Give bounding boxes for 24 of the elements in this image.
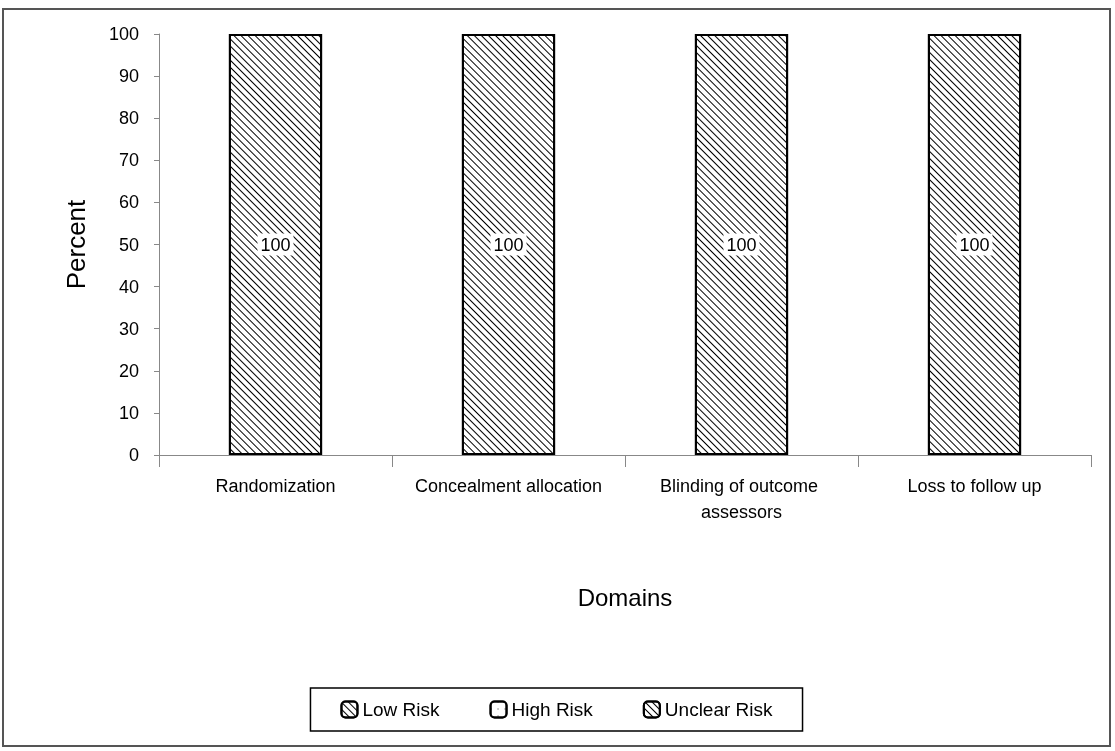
data-label: 100 [959, 234, 990, 255]
y-tick-label: 10 [118, 402, 139, 423]
y-tick-label: 100 [108, 24, 139, 44]
x-tick-label: Concealment allocation [414, 476, 603, 496]
x-tick-label: Randomization [215, 476, 336, 496]
y-tick-label: 90 [118, 66, 139, 87]
x-axis-title: Domains [577, 583, 673, 611]
y-tick-label: 40 [118, 276, 139, 297]
data-label: 100 [260, 234, 291, 255]
x-tick-label: Loss to follow up [907, 476, 1042, 496]
y-tick-label: 30 [118, 318, 139, 339]
x-tick-label: Blinding of outcome assessors [659, 476, 824, 522]
y-tick-label: 20 [118, 360, 139, 381]
legend-label: Low Risk [362, 699, 441, 720]
y-tick-label: 50 [118, 234, 139, 255]
legend-label: High Risk [511, 699, 594, 720]
data-label: 100 [493, 234, 524, 255]
y-axis-title: Percent [61, 198, 91, 290]
y-tick-label: 80 [118, 108, 139, 129]
legend-label: Unclear Risk [664, 699, 774, 720]
y-tick-label: 0 [128, 445, 139, 465]
data-label: 100 [726, 234, 757, 255]
y-tick-label: 70 [118, 150, 139, 171]
y-tick-label: 60 [118, 192, 139, 213]
